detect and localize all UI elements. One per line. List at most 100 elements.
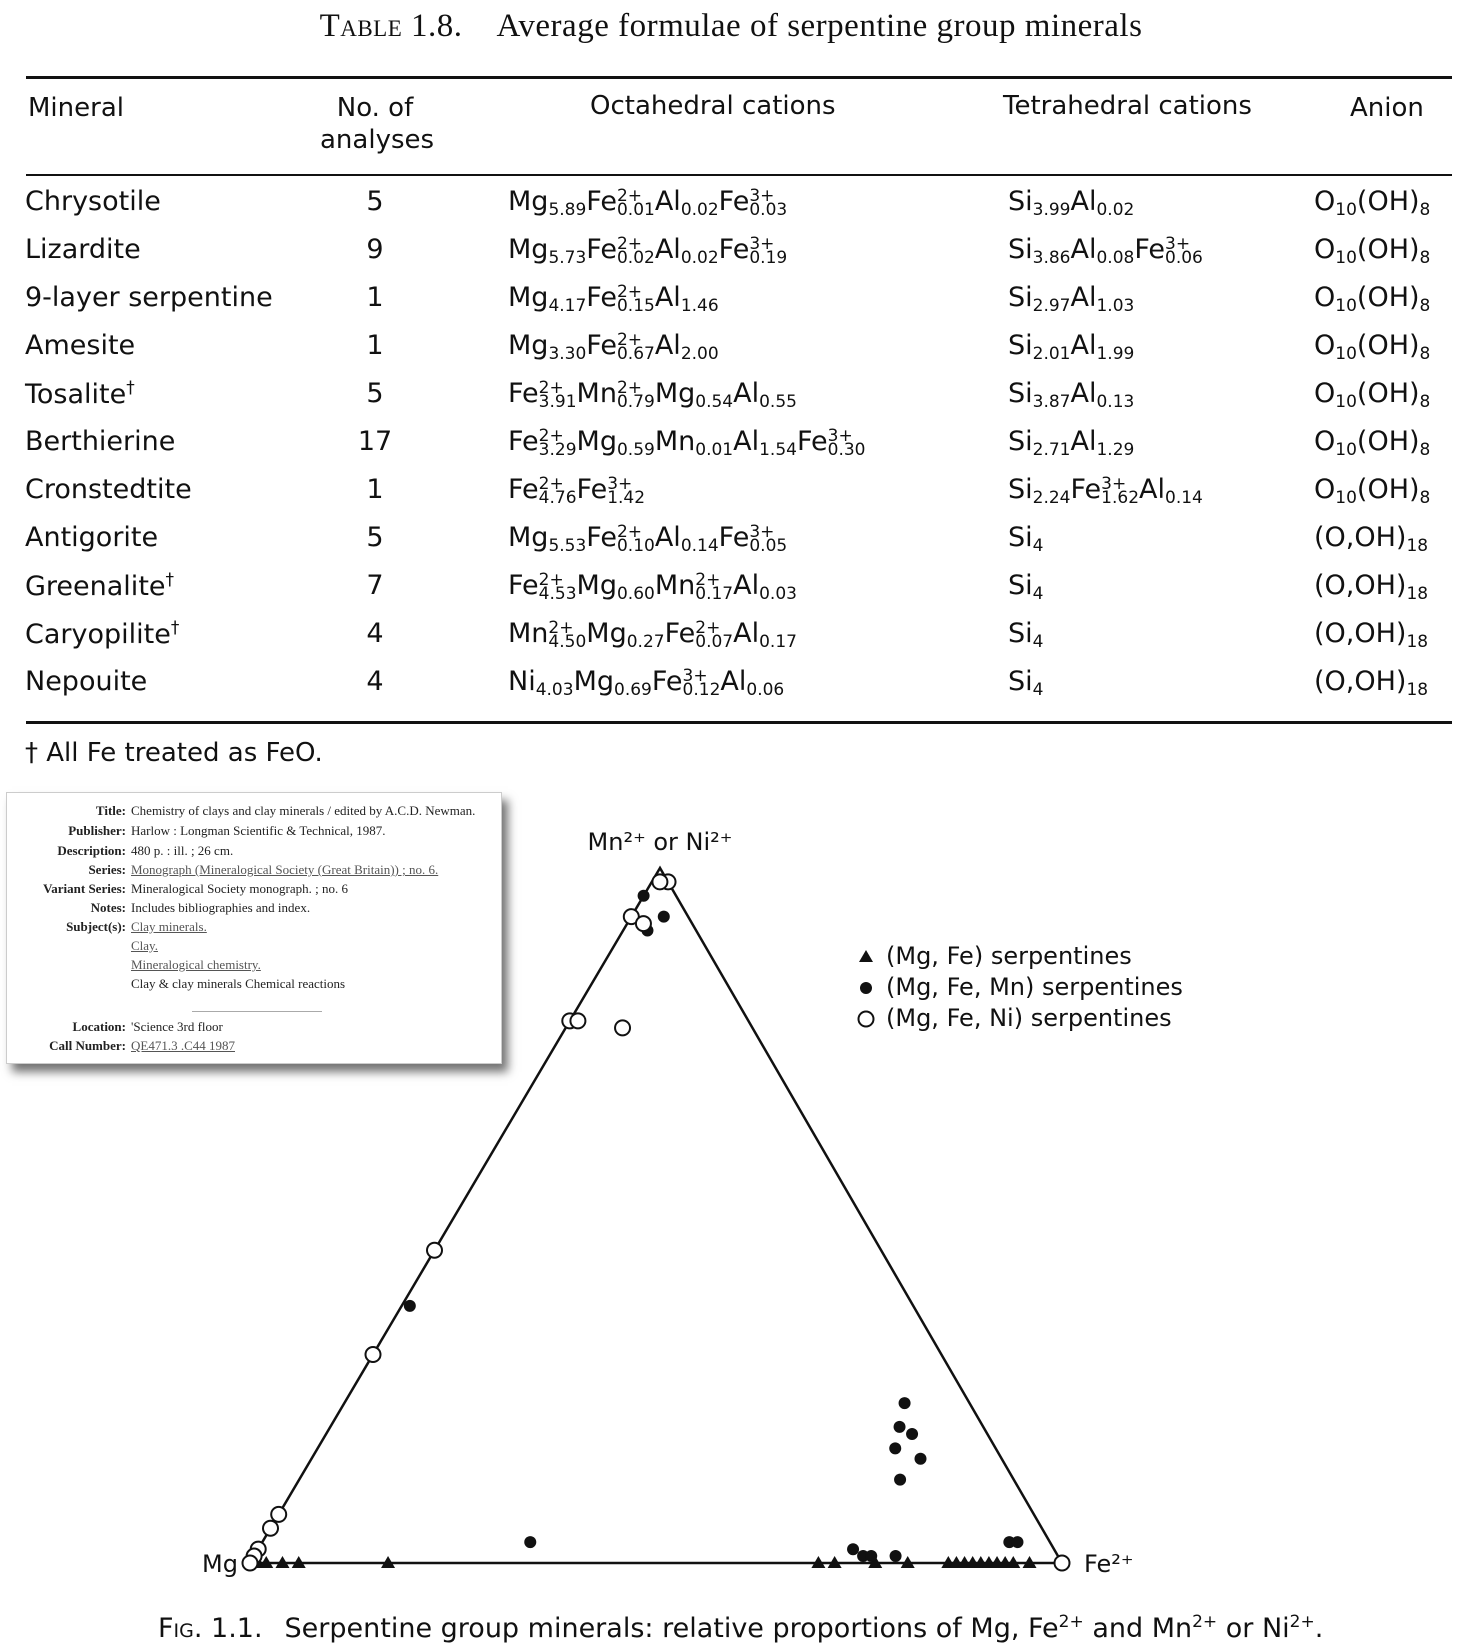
catalog-field-value: 480 p. : ill. ; 26 cm.: [131, 843, 234, 858]
octahedral-subscript: 0.69: [614, 679, 652, 700]
octahedral-element: Fe: [796, 426, 828, 457]
header-octahedral: Octahedral cations: [590, 91, 836, 121]
catalog-link[interactable]: Clay minerals.: [131, 919, 207, 934]
catalog-link[interactable]: Monograph (Mineralogical Society (Great …: [131, 862, 439, 877]
octahedral-charge: 2+: [616, 329, 643, 350]
catalog-link[interactable]: Mineralogical chemistry.: [131, 957, 261, 972]
tetrahedral-charge: 3+: [1101, 473, 1127, 494]
data-point: [868, 1556, 883, 1568]
tetrahedral-element: Si: [1008, 570, 1033, 601]
tetrahedral-subscript: 3.86: [1032, 247, 1071, 268]
caption-text-2: and Mn: [1083, 1613, 1193, 1644]
analyses-count: 9: [366, 234, 384, 265]
catalog-field-value: Harlow : Longman Scientific & Technical,…: [131, 823, 386, 838]
octahedral-element: Mg: [576, 426, 617, 457]
anion-formula: O 10 (OH) 8: [1314, 474, 1430, 506]
octahedral-formula: Mg 5.89 Fe 2+ 0.01 Al 0.02 Fe 3+ 0.03: [508, 186, 787, 218]
octahedral-subscript: 0.55: [759, 391, 797, 412]
octahedral-element: Fe: [508, 426, 539, 457]
tetrahedral-element: Si: [1008, 474, 1033, 505]
octahedral-element: Fe: [651, 666, 683, 697]
catalog-link[interactable]: QE471.3 .C44 1987: [131, 1038, 235, 1053]
tetrahedral-formula: Si 3.87 Al 0.13: [1008, 378, 1134, 410]
catalog-field: Call Number: QE471.3 .C44 1987: [7, 1038, 501, 1056]
tetrahedral-formula: Si 4: [1008, 666, 1043, 698]
octahedral-element: Fe: [576, 474, 608, 505]
vertex-label-fe: Fe²⁺: [1084, 1550, 1134, 1578]
vertex-label-mg: Mg: [202, 1550, 238, 1578]
catalog-field-label: Variant Series:: [43, 881, 126, 896]
tetrahedral-subscript: 2.24: [1032, 487, 1071, 508]
octahedral-subscript: 5.73: [548, 247, 587, 268]
analyses-count: 17: [357, 426, 393, 457]
data-point: [893, 1420, 906, 1433]
anion-element: O: [1314, 234, 1336, 265]
anion-subscript: 18: [1406, 583, 1429, 604]
dagger-mark: †: [165, 570, 175, 590]
catalog-field: Mineralogical chemistry.: [7, 957, 501, 975]
octahedral-element: Mn: [576, 378, 617, 409]
catalog-link[interactable]: Clay.: [131, 938, 158, 953]
caption-fe-charge: 2+: [1058, 1612, 1084, 1632]
catalog-field: Title: Chemistry of clays and clay minera…: [7, 803, 501, 821]
anion-element: (OH): [1356, 186, 1420, 217]
header-analyses-line1: No. of: [336, 93, 414, 123]
octahedral-subscript: 0.79: [616, 391, 655, 412]
octahedral-subscript: 0.19: [749, 247, 788, 268]
figure-label: Fig. 1.1.: [158, 1613, 263, 1644]
octahedral-formula: Mg 3.30 Fe 2+ 0.67 Al 2.00: [508, 330, 719, 362]
table-row: Chrysotile 5 Mg 5.89 Fe 2+ 0.01 Al 0.02 Fe 3+ 0.0…: [0, 186, 1462, 234]
tetrahedral-subscript: 2.01: [1032, 343, 1071, 364]
catalog-field-value: Mineralogical Society monograph. ; no. 6: [131, 881, 348, 896]
octahedral-charge: 2+: [538, 377, 564, 398]
octahedral-charge: 2+: [616, 521, 643, 542]
octahedral-formula: Mg 5.73 Fe 2+ 0.02 Al 0.02 Fe 3+ 0.19: [508, 234, 787, 266]
catalog-field-label: Description:: [57, 843, 126, 858]
tetrahedral-element: Al: [1070, 378, 1097, 409]
octahedral-element: Ni: [508, 666, 536, 697]
legend-marker: [859, 950, 873, 962]
data-point: [811, 1556, 826, 1568]
table-title: Table 1.8. Average formulae of serpentine…: [0, 8, 1462, 45]
data-point: [1053, 1554, 1071, 1572]
octahedral-element: Mg: [654, 378, 696, 409]
octahedral-formula: Fe 2+ 4.53 Mg 0.60 Mn 2+ 0.17 Al 0.03: [508, 570, 797, 602]
anion-subscript: 18: [1406, 679, 1429, 700]
octahedral-element: Fe: [586, 522, 617, 553]
anion-element: (O,OH): [1314, 666, 1407, 697]
data-point: [364, 1346, 382, 1363]
octahedral-subscript: 0.01: [695, 439, 734, 460]
table-row: Nepouite 4 Ni 4.03 Mg 0.69 Fe 3+ 0.12 Al 0.06 Si…: [0, 666, 1462, 714]
tetrahedral-subscript: 2.97: [1032, 295, 1071, 316]
tetrahedral-subscript: 1.03: [1096, 295, 1135, 316]
legend-marker: [857, 1010, 875, 1028]
anion-element: O: [1314, 426, 1336, 457]
octahedral-formula: Mn 2+ 4.50 Mg 0.27 Fe 2+ 0.07 Al 0.17: [508, 618, 797, 650]
octahedral-element: Mg: [508, 234, 549, 265]
analyses-count: 1: [366, 282, 384, 313]
octahedral-element: Mg: [586, 618, 627, 649]
table-bottom-rule: [26, 721, 1452, 724]
tetrahedral-element: Al: [1070, 282, 1097, 313]
vertex-label-top: Mn²⁺ or Ni²⁺: [588, 828, 733, 856]
mineral-name: Antigorite: [25, 522, 159, 553]
catalog-field: Description: 480 p. : ill. ; 26 cm.: [7, 843, 501, 861]
legend-marker: [860, 982, 872, 994]
caption-text-3: or Ni: [1217, 1613, 1290, 1644]
header-analyses-line2: analyses: [320, 125, 435, 155]
data-point: [426, 1241, 443, 1259]
octahedral-element: Al: [654, 330, 681, 361]
catalog-field-label: Call Number:: [49, 1038, 126, 1053]
octahedral-subscript: 0.67: [616, 343, 655, 364]
data-point: [657, 910, 670, 923]
octahedral-element: Mn: [654, 426, 696, 457]
table-caption: Average formulae of serpentine group min…: [496, 8, 1143, 44]
data-point: [914, 1452, 927, 1465]
anion-formula: (O,OH) 18: [1314, 666, 1428, 698]
octahedral-subscript: 0.02: [616, 247, 655, 268]
mineral-name: Berthierine: [25, 426, 176, 457]
octahedral-element: Fe: [664, 618, 696, 649]
data-point: [403, 1299, 416, 1312]
catalog-field: Clay & clay minerals Chemical reactions: [7, 976, 501, 994]
tetrahedral-element: Fe: [1070, 474, 1102, 505]
